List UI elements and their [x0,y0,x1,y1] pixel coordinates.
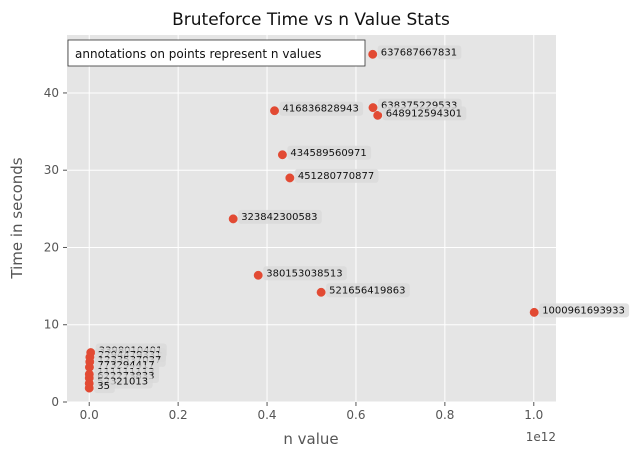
x-tick-label: 1.0 [524,408,543,422]
annotation-note-text: annotations on points represent n values [75,47,321,61]
point-annotation: 648912594301 [382,106,467,121]
x-tick-label: 0.4 [257,408,276,422]
point-annotation-text: 451280770877 [298,171,374,182]
x-axis-ticks: 0.0 0.2 0.4 0.6 0.8 1.0 [80,402,543,422]
x-tick-label: 0.0 [80,408,99,422]
point-annotation-bg [294,168,379,183]
point-annotation: 380153038513 [263,266,347,281]
y-tick-label: 10 [44,318,59,332]
y-axis-ticks: 0 10 20 30 40 [44,86,67,409]
point-annotation: 35 [94,379,115,394]
y-tick-label: 40 [44,86,59,100]
point-annotation-text: 648912594301 [386,108,462,119]
data-point [253,270,263,280]
annotation-note-box: annotations on points represent n values [67,39,366,67]
point-annotation-text: 35 [97,381,110,392]
point-annotation-text: 434589560971 [290,148,366,159]
point-annotation-bg [287,145,372,160]
x-axis-offset-label: 1e12 [526,430,556,444]
point-annotation-text: 380153038513 [266,268,342,279]
point-annotation-bg [539,303,630,318]
point-annotation-bg [94,379,115,394]
point-annotation: 323842300583 [238,209,322,224]
data-point [316,287,326,297]
point-annotation: 416836828943 [279,101,364,116]
chart-title: Bruteforce Time vs n Value Stats [172,10,450,30]
data-point [228,214,238,224]
point-annotation-bg [263,266,347,281]
point-annotation-bg [238,209,322,224]
point-annotation: 1000961693933 [539,303,630,318]
y-axis-label: Time in seconds [8,157,26,279]
data-point [84,383,94,393]
y-tick-label: 20 [44,240,59,254]
point-annotation-text: 416836828943 [283,104,359,115]
point-annotation-text: 638375229533 [381,101,457,112]
point-annotation: 451280770877 [294,168,379,183]
point-annotation: 434589560971 [287,145,372,160]
annotation-note-frame [67,39,366,67]
data-point [285,173,295,183]
x-tick-label: 0.8 [435,408,454,422]
point-annotation-bg [377,45,462,60]
data-point [373,110,383,120]
y-tick-label: 30 [44,163,59,177]
point-annotation: 521656419863 [326,283,410,298]
point-annotation-bg [382,106,467,121]
data-point [368,49,378,59]
point-annotation-text: 521656419863 [329,285,405,296]
data-points [84,49,539,393]
point-annotation-bg [279,101,364,116]
point-annotation-text: 52321013 [97,376,148,387]
data-point [270,106,279,116]
x-tick-label: 0.2 [169,408,188,422]
x-tick-label: 0.6 [346,408,365,422]
data-point [277,150,287,160]
point-annotation-text: 323842300583 [241,212,317,223]
point-annotation-text: 1000961693933 [542,305,625,316]
y-tick-label: 0 [51,395,59,409]
data-point [529,307,539,317]
point-annotation: 637687667831 [377,45,462,60]
x-axis-label: n value [283,430,338,448]
point-annotation-bg [326,283,410,298]
point-annotation-text: 637687667831 [381,47,457,58]
data-point [368,103,378,113]
